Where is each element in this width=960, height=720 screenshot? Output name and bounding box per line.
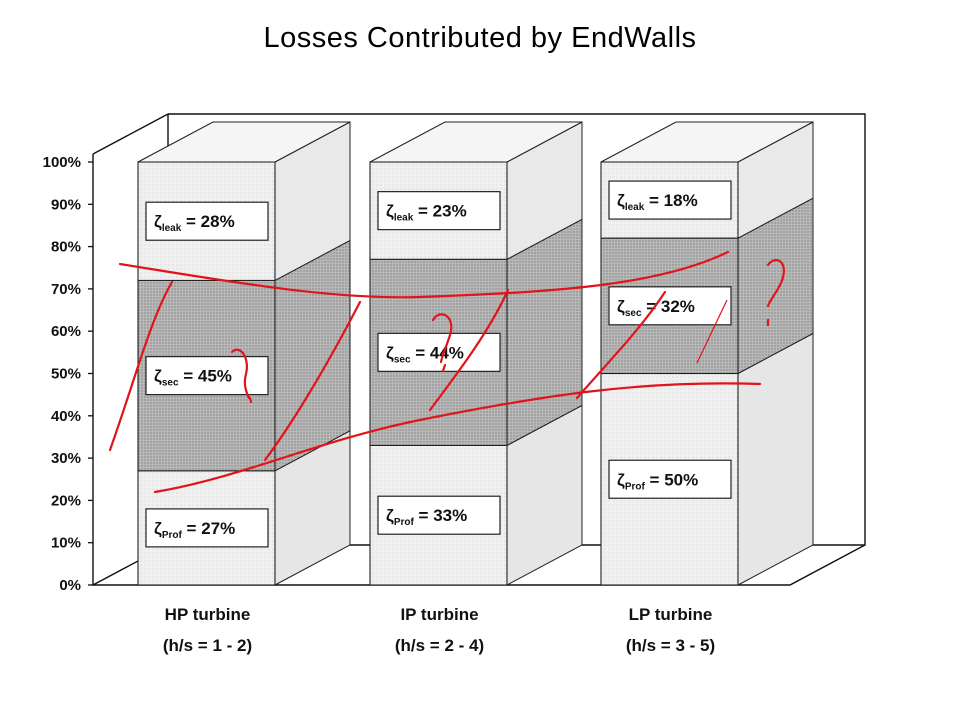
- category-label: IP turbine: [400, 605, 478, 624]
- category-sublabel: (h/s = 1 - 2): [163, 636, 252, 655]
- value-label: ζsec = 45%: [154, 367, 232, 389]
- value-label-box: [377, 191, 501, 231]
- value-label-box: [608, 459, 732, 499]
- red-pen-stroke: [431, 313, 453, 364]
- chart-title: Losses Contributed by EndWalls: [263, 22, 697, 54]
- y-tick-label: 70%: [51, 281, 81, 298]
- y-tick-label: 0%: [59, 577, 81, 594]
- red-pen-stroke: [108, 280, 174, 452]
- red-pen-stroke: [575, 290, 667, 400]
- question-mark-dot: [248, 396, 253, 404]
- y-tick-label: 50%: [51, 366, 81, 383]
- bar-top-face: [369, 121, 583, 163]
- y-tick-label: 10%: [51, 535, 81, 552]
- red-pen-stroke: [153, 382, 762, 494]
- category-sublabel: (h/s = 2 - 4): [395, 636, 484, 655]
- bar-stack-group: ζProf = 27% ζsec = 45% ζleak = 28% ζProf = …: [137, 121, 814, 586]
- bar-stack: ζProf = 50% ζsec = 32% ζleak = 18%: [600, 121, 814, 586]
- red-pen-stroke: [263, 300, 362, 462]
- value-label-box: [377, 495, 501, 535]
- value-label: ζProf = 27%: [154, 519, 235, 541]
- value-label-box: [145, 508, 269, 548]
- y-tick-label: 100%: [43, 154, 81, 171]
- value-label: ζsec = 32%: [617, 297, 695, 319]
- y-tick-label: 20%: [51, 492, 81, 509]
- y-tick-label: 40%: [51, 408, 81, 425]
- bar-stack: ζProf = 33% ζsec = 44% ζleak = 23%: [369, 121, 583, 586]
- value-label: ζleak = 18%: [617, 191, 698, 213]
- y-tick-label: 80%: [51, 239, 81, 256]
- red-pen-stroke: [696, 299, 728, 364]
- value-label: ζProf = 50%: [617, 470, 698, 492]
- red-pen-stroke: [766, 259, 785, 308]
- category-sublabel: (h/s = 3 - 5): [626, 636, 715, 655]
- value-label-box: [145, 201, 269, 241]
- value-label-box: [608, 286, 732, 326]
- red-pen-stroke: [428, 288, 510, 412]
- y-tick-label: 30%: [51, 450, 81, 467]
- value-label: ζleak = 23%: [386, 202, 467, 224]
- value-label: ζleak = 28%: [154, 212, 235, 234]
- red-annotations: [108, 250, 785, 494]
- bar-top-face: [137, 121, 351, 163]
- y-tick-label: 90%: [51, 196, 81, 213]
- value-label: ζsec = 44%: [386, 343, 464, 365]
- y-tick-label: 60%: [51, 323, 81, 340]
- value-label-box: [608, 180, 732, 220]
- x-axis-categories: HP turbine (h/s = 1 - 2) IP turbine (h/s = …: [163, 605, 715, 655]
- bar-top-face: [600, 121, 814, 163]
- bar-side-segment: [737, 332, 814, 586]
- y-axis-ticks: 0% 10% 20% 30% 40% 50% 60% 70% 80% 90% 100%: [43, 154, 93, 594]
- question-mark-dot: [441, 363, 447, 373]
- value-label: ζProf = 33%: [386, 506, 467, 528]
- category-label: LP turbine: [629, 605, 713, 624]
- category-label: HP turbine: [165, 605, 251, 624]
- red-pen-stroke: [118, 250, 730, 299]
- red-pen-stroke: [230, 348, 251, 400]
